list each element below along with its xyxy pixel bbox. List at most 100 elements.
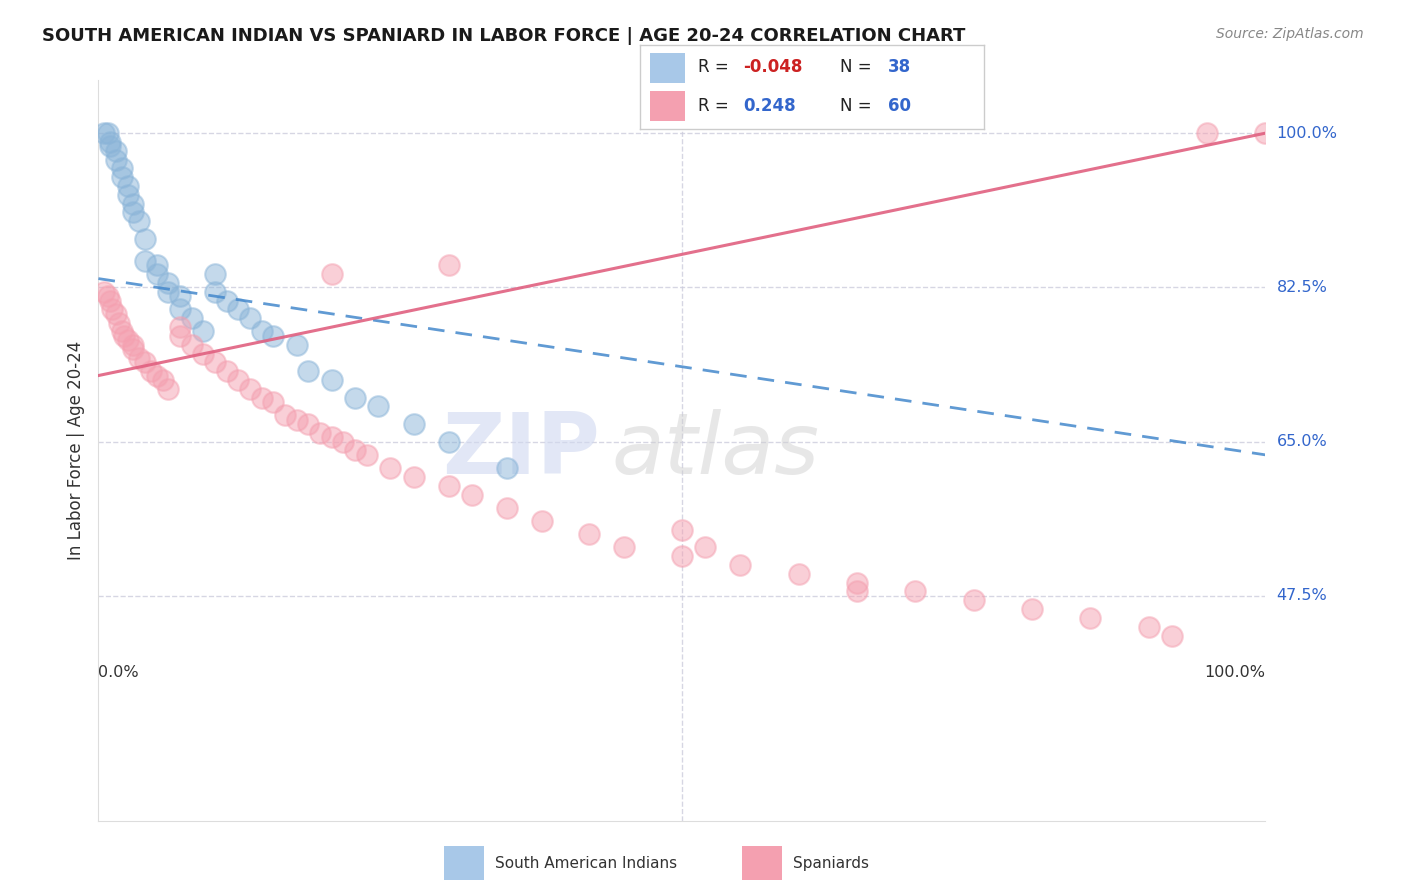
Text: 100.0%: 100.0% bbox=[1277, 126, 1337, 141]
Point bbox=[962, 593, 984, 607]
Bar bbox=[650, 91, 685, 120]
Point bbox=[262, 395, 284, 409]
Point bbox=[157, 276, 180, 290]
Point bbox=[1080, 611, 1102, 625]
Point bbox=[730, 558, 752, 572]
Point bbox=[496, 461, 519, 475]
Point bbox=[239, 382, 262, 396]
Point bbox=[1161, 628, 1184, 642]
Point bbox=[139, 364, 162, 378]
Point bbox=[122, 342, 145, 356]
Point bbox=[169, 329, 191, 343]
Y-axis label: In Labor Force | Age 20-24: In Labor Force | Age 20-24 bbox=[66, 341, 84, 560]
Text: 100.0%: 100.0% bbox=[1205, 665, 1265, 681]
Point bbox=[367, 400, 389, 414]
Bar bbox=[650, 54, 685, 83]
Bar bbox=[742, 846, 782, 880]
Point bbox=[344, 443, 367, 458]
Point bbox=[695, 541, 717, 555]
Point bbox=[437, 259, 460, 273]
Text: 82.5%: 82.5% bbox=[1277, 280, 1327, 295]
Point bbox=[111, 170, 134, 185]
Point bbox=[134, 254, 156, 268]
Point bbox=[671, 549, 693, 564]
Point bbox=[101, 302, 124, 317]
Point bbox=[93, 126, 115, 140]
Point bbox=[204, 285, 226, 299]
Point bbox=[111, 161, 134, 176]
Point bbox=[274, 408, 297, 422]
Point bbox=[461, 487, 484, 501]
Point bbox=[402, 470, 425, 484]
Point bbox=[157, 285, 180, 299]
Point bbox=[613, 541, 636, 555]
Text: R =: R = bbox=[699, 96, 734, 114]
Point bbox=[332, 434, 354, 449]
Point bbox=[169, 320, 191, 334]
Point bbox=[309, 425, 332, 440]
Point bbox=[128, 214, 150, 228]
Point bbox=[250, 325, 273, 339]
Point bbox=[204, 355, 226, 369]
Point bbox=[321, 430, 343, 444]
Point bbox=[1195, 126, 1218, 140]
Point bbox=[97, 289, 120, 303]
Point bbox=[530, 514, 553, 528]
Point bbox=[321, 267, 343, 281]
Point bbox=[239, 311, 262, 326]
Point bbox=[98, 135, 121, 149]
Point bbox=[104, 153, 127, 167]
Point bbox=[904, 584, 927, 599]
Point bbox=[117, 179, 139, 194]
Point bbox=[215, 293, 238, 308]
Point bbox=[344, 391, 367, 405]
Text: atlas: atlas bbox=[612, 409, 820, 492]
Point bbox=[321, 373, 343, 387]
Point bbox=[134, 232, 156, 246]
Point bbox=[122, 337, 145, 351]
Text: 0.248: 0.248 bbox=[744, 96, 796, 114]
Point bbox=[437, 434, 460, 449]
Point bbox=[98, 139, 121, 153]
Point bbox=[128, 351, 150, 365]
Point bbox=[104, 307, 127, 321]
Text: ZIP: ZIP bbox=[443, 409, 600, 492]
Point bbox=[215, 364, 238, 378]
Point bbox=[112, 329, 135, 343]
Point bbox=[204, 267, 226, 281]
Point bbox=[228, 373, 250, 387]
Text: Spaniards: Spaniards bbox=[793, 855, 869, 871]
Text: R =: R = bbox=[699, 59, 734, 77]
Point bbox=[846, 575, 869, 590]
Point bbox=[98, 293, 121, 308]
Point bbox=[169, 289, 191, 303]
Text: 47.5%: 47.5% bbox=[1277, 589, 1327, 603]
Point bbox=[152, 373, 174, 387]
Point bbox=[146, 368, 169, 383]
Point bbox=[437, 479, 460, 493]
Text: Source: ZipAtlas.com: Source: ZipAtlas.com bbox=[1216, 27, 1364, 41]
Text: 60: 60 bbox=[887, 96, 911, 114]
Text: N =: N = bbox=[839, 59, 876, 77]
Point bbox=[193, 325, 215, 339]
Point bbox=[250, 391, 273, 405]
Point bbox=[402, 417, 425, 431]
Point bbox=[578, 527, 600, 541]
Point bbox=[122, 196, 145, 211]
Text: 65.0%: 65.0% bbox=[1277, 434, 1327, 450]
Point bbox=[356, 448, 378, 462]
Point bbox=[228, 302, 250, 317]
Bar bbox=[444, 846, 484, 880]
Point bbox=[1137, 620, 1160, 634]
Text: N =: N = bbox=[839, 96, 876, 114]
Point bbox=[285, 412, 308, 426]
Point bbox=[97, 126, 120, 140]
Point bbox=[671, 523, 693, 537]
Text: South American Indians: South American Indians bbox=[495, 855, 678, 871]
Point bbox=[117, 333, 139, 347]
Point bbox=[169, 302, 191, 317]
Point bbox=[297, 417, 319, 431]
Point bbox=[787, 566, 810, 581]
Point bbox=[111, 325, 134, 339]
Point bbox=[134, 355, 156, 369]
